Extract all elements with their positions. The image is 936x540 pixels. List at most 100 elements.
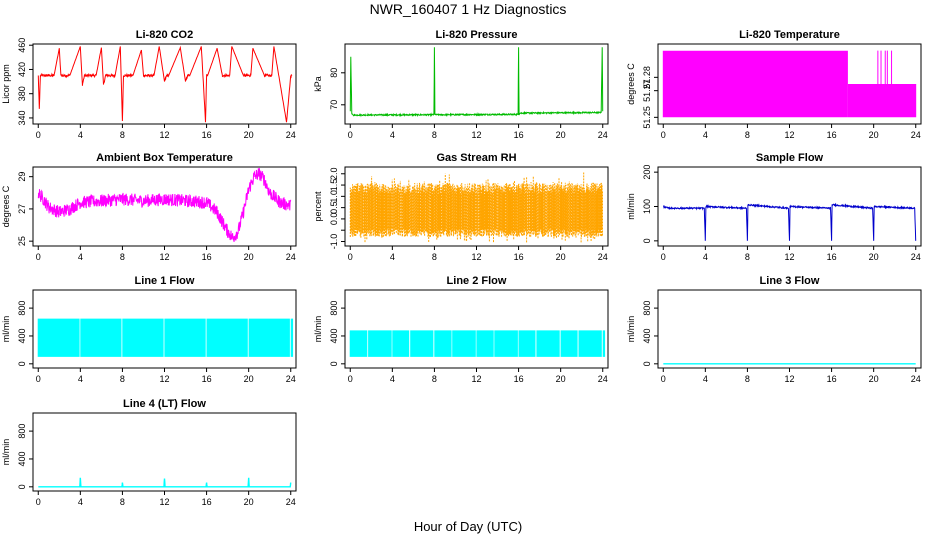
x-tick-label: 12 <box>159 374 169 384</box>
series-band <box>847 84 917 118</box>
y-tick-label: 400 <box>329 328 339 343</box>
panel-7: Line 1 Flow ml/min 0 4 8 12 16 20 24 0 400 800 <box>1 275 297 384</box>
x-tick-label: 0 <box>661 252 666 262</box>
x-tick-label: 4 <box>703 252 708 262</box>
y-tick-label: 800 <box>17 424 27 439</box>
y-tick-label: 27 <box>17 204 27 214</box>
x-tick-label: 8 <box>120 252 125 262</box>
y-tick-label: 420 <box>17 62 27 77</box>
x-tick-label: 12 <box>784 130 794 140</box>
panel-ylabel: kPa <box>313 76 323 92</box>
x-tick-label: 20 <box>244 130 254 140</box>
y-tick-label: 340 <box>17 110 27 125</box>
panel-ylabel: degrees C <box>626 63 636 105</box>
x-tick-label: 0 <box>661 374 666 384</box>
x-tick-label: 24 <box>286 130 296 140</box>
panel-ylabel: ml/min <box>626 193 636 220</box>
panel-ylabel: ml/min <box>1 439 11 466</box>
x-tick-label: 16 <box>827 130 837 140</box>
x-tick-label: 8 <box>120 374 125 384</box>
figure-xlabel: Hour of Day (UTC) <box>414 519 522 534</box>
series-line <box>37 45 293 123</box>
series-band <box>248 318 290 357</box>
x-tick-label: 12 <box>784 252 794 262</box>
x-tick-label: 24 <box>286 374 296 384</box>
series-band <box>349 330 368 357</box>
x-tick-label: 8 <box>432 374 437 384</box>
y-tick-label: 0 <box>17 361 27 366</box>
panel-title: Li-820 Pressure <box>436 29 518 41</box>
panel-title: Li-820 CO2 <box>136 29 193 41</box>
panel-10: Line 4 (LT) Flow ml/min 0 4 8 12 16 20 24 0 400 800 <box>1 398 297 507</box>
panel-data <box>349 172 603 243</box>
panel-title: Line 3 Flow <box>760 275 820 287</box>
x-tick-label: 20 <box>244 374 254 384</box>
x-tick-label: 12 <box>471 252 481 262</box>
y-tick-label: 0.5 <box>329 201 339 214</box>
series-band <box>518 330 536 357</box>
series-band <box>122 318 164 357</box>
x-tick-label: 12 <box>471 130 481 140</box>
panel-title: Ambient Box Temperature <box>96 152 233 164</box>
panel-ylabel: ml/min <box>313 316 323 343</box>
panel-title: Line 4 (LT) Flow <box>123 398 206 410</box>
y-tick-label: 51.27 <box>642 79 652 102</box>
x-tick-label: 0 <box>36 497 41 507</box>
x-tick-label: 0 <box>36 130 41 140</box>
series-band <box>662 50 848 118</box>
x-tick-label: 8 <box>745 374 750 384</box>
y-tick-label: 380 <box>17 86 27 101</box>
x-tick-label: 12 <box>159 252 169 262</box>
series-band <box>494 330 518 357</box>
x-tick-label: 4 <box>78 374 83 384</box>
y-tick-label: 460 <box>17 38 27 53</box>
series-band <box>452 330 476 357</box>
panel-2: Li-820 Pressure kPa 0 4 8 12 16 20 24 70 80 <box>313 29 609 140</box>
y-tick-label: 800 <box>17 301 27 316</box>
y-tick-label: 100 <box>642 199 652 214</box>
x-tick-label: 0 <box>348 374 353 384</box>
panel-4: Ambient Box Temperature degrees C 0 4 8 12 16 2… <box>1 152 297 262</box>
x-tick-label: 16 <box>514 374 524 384</box>
x-tick-label: 20 <box>869 252 879 262</box>
x-tick-label: 8 <box>745 252 750 262</box>
x-tick-label: 24 <box>598 130 608 140</box>
panel-6: Sample Flow ml/min 0 4 8 12 16 20 24 0 100 200 <box>626 152 922 262</box>
y-tick-label: 800 <box>642 301 652 316</box>
series-line <box>37 167 292 242</box>
panel-data <box>38 477 292 488</box>
panel-ylabel: ml/min <box>626 316 636 343</box>
y-tick-label: 200 <box>642 165 652 180</box>
x-tick-label: 20 <box>869 374 879 384</box>
series-band <box>434 330 452 357</box>
panel-title: Line 2 Flow <box>447 275 507 287</box>
panel-1: Li-820 CO2 Licor ppm 0 4 8 12 16 20 24 340 380 420 4… <box>1 29 297 140</box>
series-band <box>206 318 248 357</box>
panel-ylabel: percent <box>313 191 323 222</box>
y-tick-label: 800 <box>329 301 339 316</box>
x-tick-label: 4 <box>703 374 708 384</box>
x-tick-label: 0 <box>348 130 353 140</box>
panel-8: Line 2 Flow ml/min 0 4 8 12 16 20 24 0 400 800 <box>313 275 609 384</box>
panel-data <box>37 318 294 357</box>
panel-ylabel: Licor ppm <box>1 64 11 104</box>
panel-data <box>349 330 606 357</box>
y-tick-label: 400 <box>642 328 652 343</box>
x-tick-label: 24 <box>598 252 608 262</box>
y-tick-label: 0 <box>642 361 652 366</box>
panel-data <box>662 50 917 118</box>
series-band <box>410 330 434 357</box>
panel-data <box>349 47 604 118</box>
series-line <box>349 172 603 243</box>
x-tick-label: 16 <box>202 497 212 507</box>
panel-title: Line 1 Flow <box>135 275 195 287</box>
series-spikes <box>877 50 893 84</box>
panel-5: Gas Stream RH percent 0 4 8 12 16 20 24 -1.0 0.00.… <box>313 152 609 262</box>
panel-data <box>37 45 293 123</box>
series-band <box>476 330 494 357</box>
y-tick-label: 400 <box>17 451 27 466</box>
series-band <box>578 330 602 357</box>
x-tick-label: 4 <box>390 130 395 140</box>
